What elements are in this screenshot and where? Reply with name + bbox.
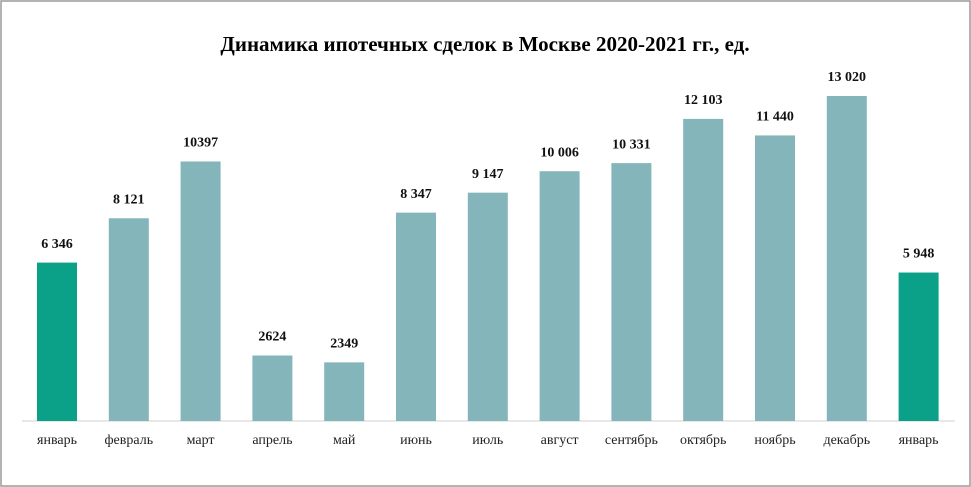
- x-tick-label: октябрь: [680, 433, 727, 448]
- value-label: 10 006: [540, 145, 579, 160]
- bar: [539, 171, 580, 421]
- bar: [37, 262, 77, 421]
- x-tick-label: март: [187, 433, 215, 448]
- bar: [611, 163, 652, 421]
- value-label: 13 020: [828, 70, 867, 85]
- value-label: 10 331: [612, 137, 651, 152]
- x-tick-label: январь: [899, 433, 939, 448]
- x-tick-label: июнь: [400, 433, 432, 448]
- value-label: 5 948: [903, 247, 935, 262]
- chart-title: Динамика ипотечных сделок в Москве 2020-…: [220, 32, 749, 56]
- bar: [826, 96, 867, 421]
- value-label: 2349: [330, 337, 358, 352]
- bar: [898, 272, 939, 421]
- value-label: 2624: [258, 330, 286, 345]
- x-tick-label: апрель: [252, 433, 292, 448]
- value-label: 10397: [183, 136, 218, 151]
- x-tick-label: февраль: [104, 433, 153, 448]
- x-tick-label: июль: [472, 433, 503, 448]
- x-tick-label: сентябрь: [605, 433, 658, 448]
- bar: [683, 118, 724, 422]
- value-label: 9 147: [472, 167, 504, 182]
- bar: [755, 135, 795, 421]
- x-tick-label: ноябрь: [754, 433, 795, 448]
- value-label: 12 103: [684, 93, 723, 108]
- x-tick-label: январь: [37, 433, 77, 448]
- bar: [108, 218, 149, 421]
- value-label: 8 121: [113, 193, 145, 208]
- x-tick-label: декабрь: [823, 433, 870, 448]
- bar: [252, 355, 293, 421]
- bar: [180, 161, 221, 421]
- bar: [324, 362, 365, 421]
- bar: [467, 192, 508, 421]
- value-label: 11 440: [756, 110, 794, 125]
- value-label: 8 347: [400, 187, 432, 202]
- x-tick-label: май: [333, 433, 356, 448]
- bar: [396, 212, 436, 421]
- value-label: 6 346: [41, 237, 73, 252]
- x-tick-label: август: [541, 433, 579, 448]
